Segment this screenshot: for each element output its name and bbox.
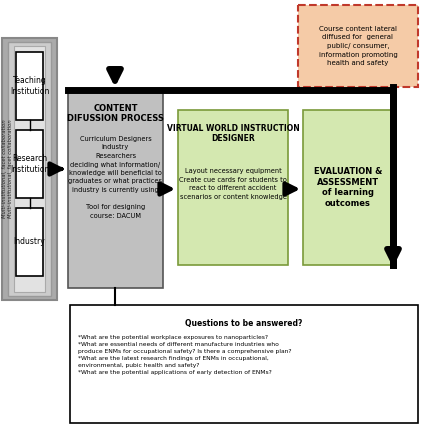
Bar (2, 38, 57, 300)
Text: EVALUATION &
ASSESSMENT
of learning
outcomes: EVALUATION & ASSESSMENT of learning outc… (314, 167, 382, 208)
Text: *What are the potential workplace exposures to nanoparticles?
*What are essentia: *What are the potential workplace exposu… (78, 335, 291, 375)
Text: Multi-institutional, facet collaboration: Multi-institutional, facet collaboration (9, 120, 14, 218)
Bar (70, 305, 418, 423)
Bar (303, 110, 393, 265)
Text: Layout necessary equipment
Create cue cards for students to
react to different a: Layout necessary equipment Create cue ca… (179, 168, 287, 199)
Bar (16, 208, 43, 276)
Bar (14, 46, 45, 292)
Text: Industry: Industry (14, 238, 46, 247)
Text: Multi-institutional, facet collaboration: Multi-institutional, facet collaboration (3, 120, 8, 218)
Text: CONTENT
DIFUSSION PROCESS: CONTENT DIFUSSION PROCESS (67, 104, 164, 124)
Text: Research
Institution: Research Institution (10, 154, 49, 174)
Bar (298, 5, 418, 87)
Text: VIRTUAL WORLD INSTRUCTION
DESIGNER: VIRTUAL WORLD INSTRUCTION DESIGNER (167, 124, 299, 143)
Bar (8, 42, 51, 296)
Text: Questions to be answered?: Questions to be answered? (185, 319, 303, 328)
Bar (68, 90, 163, 288)
Text: Curriculum Designers
Industry
Researchers
deciding what information/
knowledge w: Curriculum Designers Industry Researcher… (69, 136, 162, 218)
Bar (16, 52, 43, 120)
Text: Course content lateral
diffused for  general
public/ consumer,
information promo: Course content lateral diffused for gene… (319, 26, 397, 66)
Bar (16, 130, 43, 198)
Text: Teaching
Institution: Teaching Institution (10, 76, 49, 96)
Bar (178, 110, 288, 265)
